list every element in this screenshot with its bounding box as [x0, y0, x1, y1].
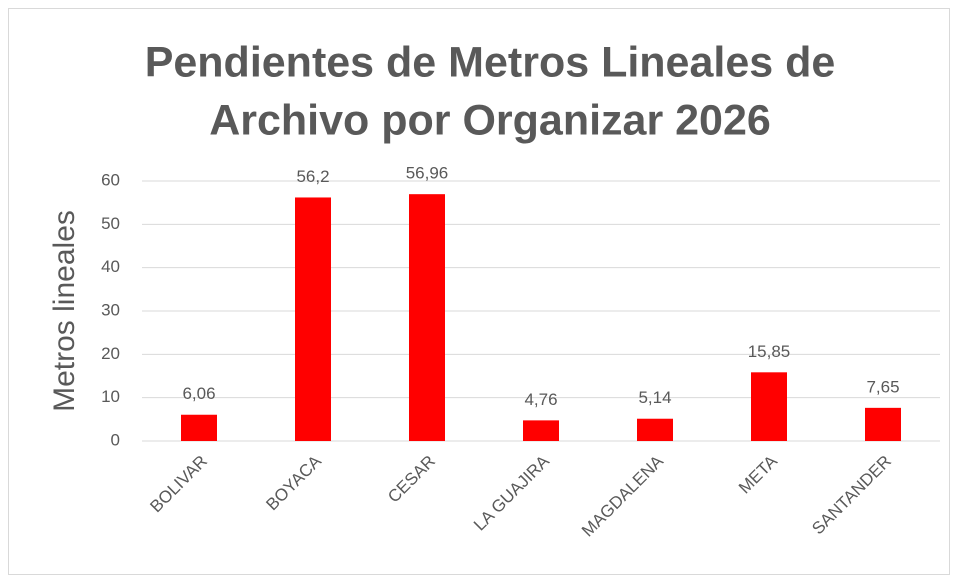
- y-tick-label: 60: [101, 170, 120, 189]
- y-tick-label: 20: [101, 344, 120, 363]
- bar: [751, 372, 787, 441]
- data-label: 7,65: [866, 377, 899, 396]
- y-tick-label: 0: [111, 430, 120, 449]
- y-axis-label: Metros lineales: [48, 210, 81, 412]
- data-label: 56,96: [406, 164, 449, 183]
- bar: [865, 407, 901, 441]
- bar: [181, 414, 217, 441]
- bar: [637, 418, 673, 441]
- chart-title: Archivo por Organizar 2026: [209, 96, 771, 144]
- y-tick-label: 10: [101, 387, 120, 406]
- data-label: 6,06: [182, 384, 215, 403]
- chart-title: Pendientes de Metros Lineales de: [145, 38, 836, 86]
- data-label: 4,76: [524, 390, 557, 409]
- bar: [523, 420, 559, 441]
- data-label: 5,14: [638, 388, 671, 407]
- chart-border: [8, 8, 950, 575]
- bar: [409, 194, 445, 441]
- data-label: 56,2: [296, 167, 329, 186]
- bar: [295, 197, 331, 441]
- data-label: 15,85: [748, 342, 791, 361]
- y-tick-label: 40: [101, 257, 120, 276]
- y-tick-label: 50: [101, 214, 120, 233]
- y-tick-label: 30: [101, 300, 120, 319]
